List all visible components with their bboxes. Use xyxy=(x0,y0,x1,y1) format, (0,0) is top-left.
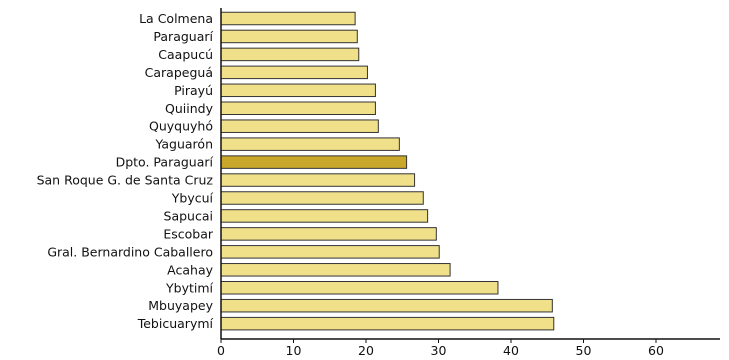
category-label: Ybycuí xyxy=(171,191,214,206)
bar-ybytim xyxy=(221,282,498,295)
bar-dpto-paraguar xyxy=(221,156,407,169)
bar-la-colmena xyxy=(221,12,355,25)
bar-sapucai xyxy=(221,210,428,223)
x-tick-label: 40 xyxy=(503,343,519,358)
x-tick-label: 50 xyxy=(576,343,592,358)
category-label: La Colmena xyxy=(139,11,213,26)
bar-caapuc xyxy=(221,48,359,61)
x-tick-label: 30 xyxy=(431,343,447,358)
bar-acahay xyxy=(221,264,450,277)
category-label: Mbuyapey xyxy=(148,298,213,313)
bar-quiindy xyxy=(221,102,375,115)
category-label: Quyquyhó xyxy=(149,119,213,134)
bar-tebicuarym xyxy=(221,317,554,330)
category-labels: La Colmena Paraguarí Caapucú Carapeguá Piray… xyxy=(37,11,214,331)
category-label: Pirayú xyxy=(174,83,213,98)
category-label: Acahay xyxy=(167,262,213,277)
category-label: Yaguarón xyxy=(154,137,213,152)
bar-carapegu xyxy=(221,66,367,79)
bar-san-roque-g-de-santa-cruz xyxy=(221,174,415,187)
x-axis-ticks: 0 10 20 30 40 50 60 xyxy=(217,339,664,358)
category-label: Carapeguá xyxy=(145,65,213,80)
x-tick-label: 20 xyxy=(358,343,374,358)
category-label: Sapucai xyxy=(164,208,213,223)
bar-quyquyh xyxy=(221,120,378,133)
x-tick-label: 10 xyxy=(286,343,302,358)
category-label: Ybytimí xyxy=(165,280,214,295)
bar-gral-bernardino-caballero xyxy=(221,246,439,259)
bar-paraguar xyxy=(221,30,357,43)
category-label: Dpto. Paraguarí xyxy=(116,155,214,170)
category-label: Paraguarí xyxy=(153,29,213,44)
bar-escobar xyxy=(221,228,436,241)
bar-mbuyapey xyxy=(221,299,552,312)
x-tick-label: 0 xyxy=(217,343,225,358)
category-label: Escobar xyxy=(163,226,214,241)
bars-group xyxy=(221,12,554,330)
category-label: Gral. Bernardino Caballero xyxy=(47,244,213,259)
bar-yaguar-n xyxy=(221,138,399,151)
category-label: Tebicuarymí xyxy=(137,316,214,331)
x-tick-label: 60 xyxy=(648,343,664,358)
bar-ybycu xyxy=(221,192,423,205)
category-label: San Roque G. de Santa Cruz xyxy=(37,173,214,188)
bar-piray xyxy=(221,84,375,97)
category-label: Quiindy xyxy=(165,101,214,116)
category-label: Caapucú xyxy=(158,47,213,62)
